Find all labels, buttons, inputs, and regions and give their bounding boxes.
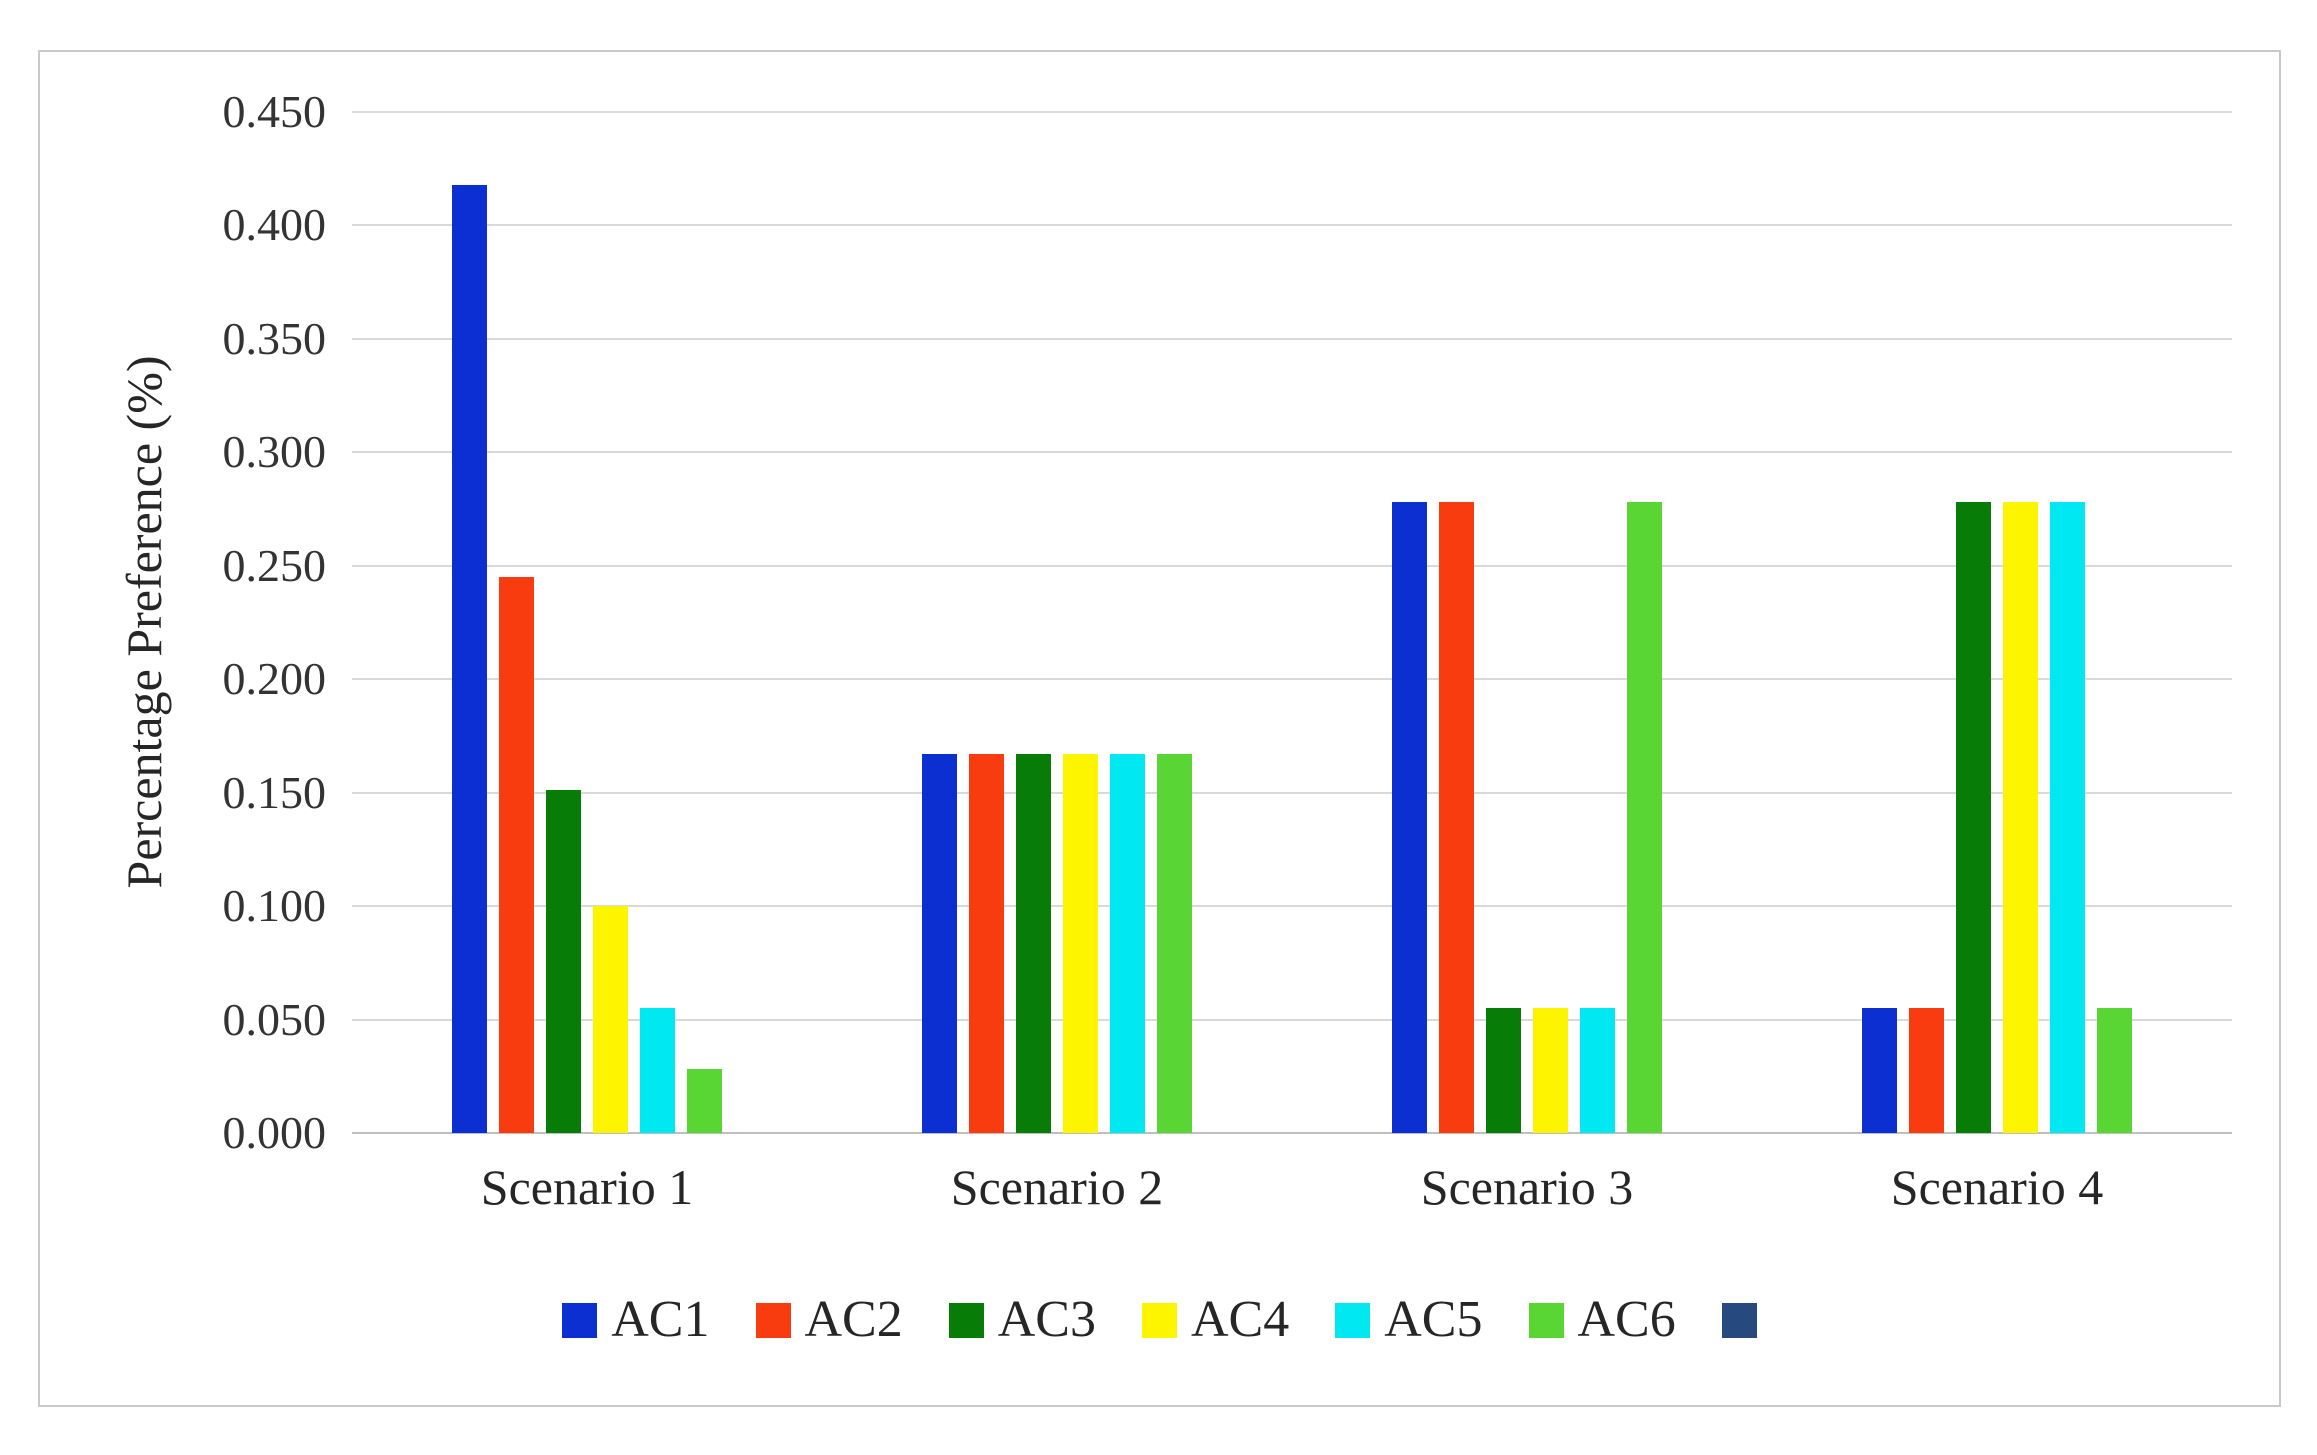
x-axis-label-scenario-4: Scenario 4 — [1890, 1159, 2104, 1215]
ac2-color-swatch — [755, 1302, 791, 1338]
y-tick-label: 0.300 — [222, 426, 327, 478]
bar-ac1-scenario-4 — [1862, 1008, 1897, 1133]
bar-ac1-scenario-3 — [1392, 502, 1427, 1133]
bar-group-scenario-1 — [452, 184, 722, 1133]
gridline — [352, 905, 2232, 908]
legend-label-ac5: AC5 — [1384, 1291, 1483, 1348]
y-tick-label: 0.150 — [222, 766, 327, 818]
bar-ac5-scenario-2 — [1110, 754, 1145, 1133]
bar-ac5-scenario-3 — [1580, 1008, 1615, 1133]
plot-area — [352, 111, 2232, 1134]
ac1-color-swatch — [562, 1302, 598, 1338]
bar-ac4-scenario-3 — [1533, 1008, 1568, 1133]
bar-ac3-scenario-3 — [1486, 1008, 1521, 1133]
x-axis-label-scenario-2: Scenario 2 — [950, 1159, 1164, 1215]
bar-group-scenario-3 — [1392, 502, 1662, 1133]
gridline — [352, 111, 2232, 113]
extra-color-swatch — [1721, 1302, 1757, 1338]
bar-ac6-scenario-2 — [1157, 754, 1192, 1133]
bar-ac2-scenario-1 — [499, 577, 534, 1133]
legend-label-ac6: AC6 — [1577, 1291, 1676, 1348]
y-tick-label: 0.100 — [222, 880, 327, 932]
chart-frame: Percentage Preference (%) 0.000 0.050 0.10… — [38, 50, 2281, 1407]
bar-ac2-scenario-3 — [1439, 502, 1474, 1133]
y-tick-label: 0.400 — [222, 199, 327, 251]
gridline — [352, 1018, 2232, 1021]
legend-item-ac4: AC4 — [1142, 1294, 1289, 1346]
y-tick-label: 0.050 — [222, 993, 327, 1045]
x-axis-label-scenario-3: Scenario 3 — [1420, 1159, 1634, 1215]
bar-ac2-scenario-4 — [1909, 1008, 1944, 1133]
bar-group-scenario-2 — [922, 754, 1192, 1133]
bar-ac6-scenario-1 — [687, 1069, 722, 1133]
gridline — [352, 451, 2232, 454]
legend-item-ac3: AC3 — [948, 1291, 1096, 1348]
bar-ac5-scenario-4 — [2050, 502, 2085, 1133]
bar-ac4-scenario-4 — [2003, 502, 2038, 1133]
legend: AC1 AC2 AC3 AC4 AC5 AC6 — [40, 1294, 2279, 1346]
bar-group-scenario-4 — [1862, 502, 2132, 1133]
gridline — [352, 791, 2232, 794]
ac3-color-swatch — [948, 1302, 984, 1338]
bar-ac3-scenario-2 — [1016, 754, 1051, 1133]
legend-label-ac3: AC3 — [997, 1291, 1096, 1348]
x-axis-label-scenario-1: Scenario 1 — [480, 1159, 694, 1215]
gridline — [352, 337, 2232, 340]
y-tick-label: 0.350 — [222, 312, 327, 364]
y-tick-label: 0.000 — [222, 1107, 327, 1158]
bar-ac1-scenario-1 — [452, 184, 487, 1133]
x-axis-line — [352, 1132, 2232, 1134]
y-tick-label: 0.250 — [222, 539, 327, 591]
legend-label-ac4: AC4 — [1191, 1291, 1290, 1348]
gridline — [352, 224, 2232, 227]
ac5-color-swatch — [1335, 1302, 1371, 1338]
bar-ac6-scenario-4 — [2097, 1008, 2132, 1133]
legend-item-ac1: AC1 — [562, 1291, 710, 1348]
ac4-color-swatch — [1142, 1302, 1177, 1338]
legend-label-ac2: AC2 — [804, 1291, 903, 1348]
bar-ac5-scenario-1 — [640, 1008, 675, 1133]
bar-ac4-scenario-1 — [593, 906, 628, 1133]
bar-ac2-scenario-2 — [969, 754, 1004, 1133]
bar-ac1-scenario-2 — [922, 754, 957, 1133]
bar-ac4-scenario-2 — [1063, 754, 1098, 1133]
bar-ac3-scenario-4 — [1956, 502, 1991, 1133]
legend-item-ac5: AC5 — [1335, 1291, 1483, 1348]
legend-label-ac1: AC1 — [611, 1291, 710, 1348]
legend-item-ac6: AC6 — [1528, 1291, 1676, 1348]
legend-item-extra — [1721, 1302, 1757, 1338]
gridline — [352, 564, 2232, 567]
y-tick-label: 0.200 — [222, 653, 327, 705]
y-tick-label: 0.450 — [222, 86, 327, 137]
gridline — [352, 678, 2232, 681]
ac6-color-swatch — [1528, 1302, 1564, 1338]
legend-item-ac2: AC2 — [755, 1291, 903, 1348]
bar-ac6-scenario-3 — [1627, 502, 1662, 1133]
bar-ac3-scenario-1 — [546, 790, 581, 1133]
